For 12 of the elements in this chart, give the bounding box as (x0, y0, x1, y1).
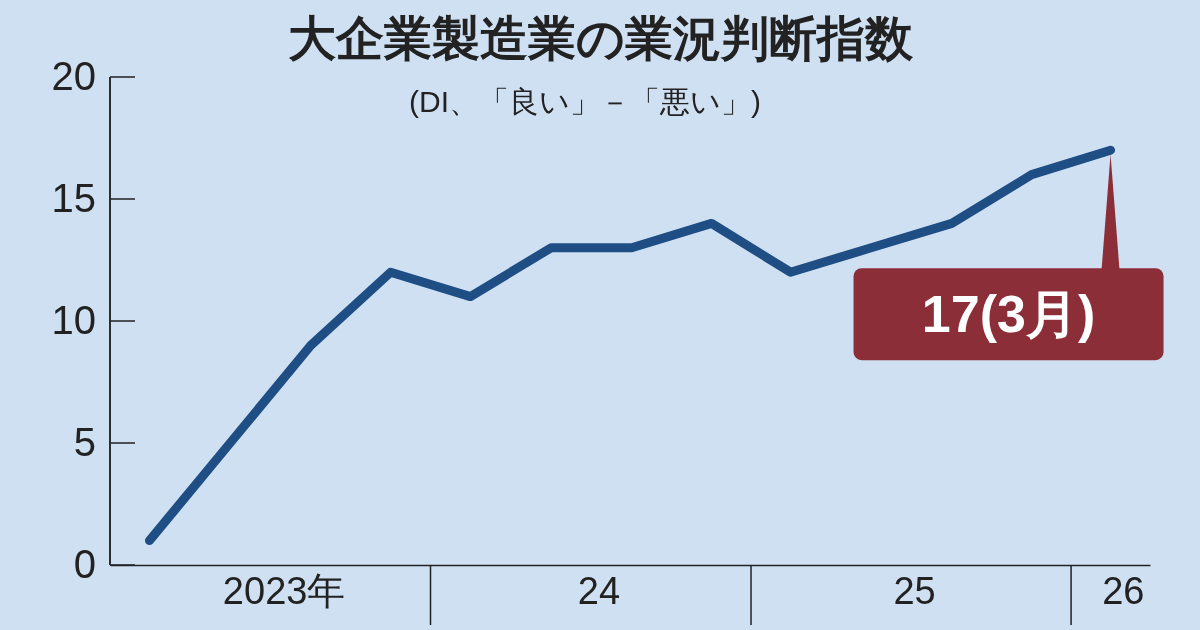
y-tick-label: 0 (73, 542, 96, 587)
y-tick-label: 10 (51, 298, 96, 343)
x-tick-label: 25 (893, 569, 936, 612)
x-tick-label: 24 (577, 569, 621, 612)
y-tick-label: 15 (51, 176, 96, 221)
x-tick-label: 26 (1102, 569, 1145, 612)
x-tick-label: 2023年 (222, 569, 346, 612)
chart-title: 大企業製造業の業況判断指数 (287, 12, 914, 65)
y-tick-label: 20 (51, 54, 96, 99)
annotation: 17(3月) (921, 285, 1096, 344)
chart-subtitle: (DI、「良い」－「悪い」) (409, 85, 761, 118)
y-tick-label: 5 (73, 420, 96, 465)
